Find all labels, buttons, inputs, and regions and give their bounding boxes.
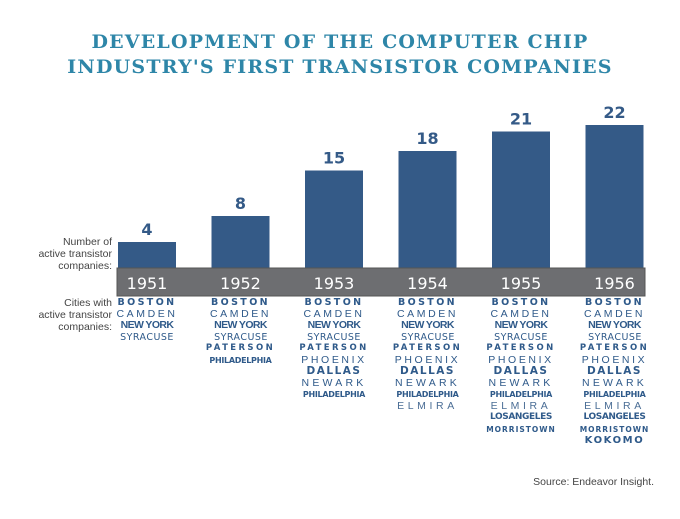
cities-column-1952: BOSTON CAMDEN NEW YORK SYRACUSE PATERSON PHIL… [191, 297, 291, 366]
year-band [116, 267, 646, 297]
city-new-york: NEW YORK [588, 319, 641, 331]
year-label-1952: 1952 [220, 274, 261, 293]
year-label-1956: 1956 [594, 274, 635, 293]
city-philadelphia: PHILADELPHIA [209, 355, 272, 365]
city-dallas: DALLAS [306, 365, 362, 377]
city-boston: BOSTON [397, 297, 458, 308]
count-axis-label-line-3: companies: [58, 260, 112, 272]
data-label-1951: 4 [141, 220, 152, 239]
city-losangeles: LOSANGELES [490, 412, 552, 422]
city-kokomo: KOKOMO [584, 435, 645, 446]
city-philadelphia: PHILADELPHIA [583, 390, 646, 399]
city-dallas: DALLAS [587, 365, 642, 377]
city-newark: NEWARK [582, 376, 647, 389]
city-philadelphia: PHILADELPHIA [489, 390, 553, 399]
city-phoenix: PHOENIX [301, 353, 367, 366]
city-camden: CAMDEN [116, 307, 178, 320]
bar-1951 [118, 242, 176, 268]
city-boston: BOSTON [584, 297, 645, 308]
city-paterson: PATERSON [299, 343, 369, 353]
city-camden: CAMDEN [396, 307, 459, 320]
data-label-1956: 22 [603, 103, 625, 122]
city-camden: CAMDEN [303, 307, 365, 320]
city-elmira: ELMIRA [490, 399, 552, 412]
cities-axis-label: Cities with active transistor companies: [30, 297, 112, 333]
bar-1956 [585, 125, 644, 268]
count-axis-label: Number of active transistor companies: [30, 236, 112, 272]
year-label-1955: 1955 [501, 274, 542, 293]
bar-1955 [492, 131, 550, 268]
city-paterson: PATERSON [579, 343, 650, 353]
cities-axis-label-line-2: active transistor [38, 309, 112, 321]
count-axis-label-line-1: Number of [62, 236, 112, 248]
city-syracuse: SYRACUSE [120, 331, 174, 343]
city-boston: BOSTON [117, 297, 177, 308]
count-axis-label-line-2: active transistor [38, 248, 112, 260]
city-paterson: PATERSON [205, 343, 276, 353]
city-elmira: ELMIRA [397, 399, 458, 412]
cities-column-1953: BOSTON CAMDEN NEW YORK SYRACUSE PATERSON PHOE… [284, 297, 384, 401]
chart-title-line-2: INDUSTRY'S FIRST TRANSISTOR COMPANIES [67, 56, 613, 78]
city-new-york: NEW YORK [307, 319, 361, 331]
bar-1953 [305, 170, 363, 268]
city-boston: BOSTON [491, 297, 551, 308]
city-syracuse: SYRACUSE [307, 331, 361, 343]
city-camden: CAMDEN [490, 307, 552, 320]
city-paterson: PATERSON [486, 343, 556, 353]
city-syracuse: SYRACUSE [494, 331, 548, 343]
cities-axis-label-line-1: Cities with [64, 297, 112, 309]
bar-1954 [398, 151, 457, 268]
city-philadelphia: PHILADELPHIA [302, 390, 366, 399]
city-dallas: DALLAS [400, 365, 455, 377]
cities-column-1956: BOSTON CAMDEN NEW YORK SYRACUSE PATERSON PHOE… [565, 297, 665, 447]
city-camden: CAMDEN [583, 307, 646, 320]
city-newark: NEWARK [301, 376, 367, 389]
city-new-york: NEW YORK [214, 319, 267, 331]
city-phoenix: PHOENIX [488, 353, 554, 366]
city-morristown: MORRISTOWN [579, 424, 650, 434]
city-newark: NEWARK [488, 376, 554, 389]
city-morristown: MORRISTOWN [486, 424, 556, 434]
year-label-1954: 1954 [407, 274, 448, 293]
city-paterson: PATERSON [392, 343, 463, 353]
city-new-york: NEW YORK [120, 319, 174, 331]
city-syracuse: SYRACUSE [400, 331, 455, 343]
cities-axis-label-line-3: companies: [58, 321, 112, 333]
city-phoenix: PHOENIX [394, 353, 461, 366]
chart-title: DEVELOPMENT OF THE COMPUTER CHIP INDUSTR… [0, 30, 680, 80]
city-syracuse: SYRACUSE [213, 331, 268, 343]
city-phoenix: PHOENIX [581, 353, 648, 366]
city-new-york: NEW YORK [401, 319, 454, 331]
source-note: Source: Endeavor Insight. [533, 476, 654, 488]
data-label-1955: 21 [510, 110, 532, 129]
city-boston: BOSTON [210, 297, 271, 308]
city-elmira: ELMIRA [584, 399, 645, 412]
city-syracuse: SYRACUSE [587, 331, 642, 343]
chart-title-line-1: DEVELOPMENT OF THE COMPUTER CHIP [91, 31, 589, 53]
cities-column-1954: BOSTON CAMDEN NEW YORK SYRACUSE PATERSON PHOE… [378, 297, 478, 412]
data-label-1954: 18 [416, 129, 438, 148]
city-boston: BOSTON [304, 297, 364, 308]
city-dallas: DALLAS [493, 365, 549, 377]
city-newark: NEWARK [395, 376, 460, 389]
year-label-1953: 1953 [314, 274, 355, 293]
cities-column-1951: BOSTON CAMDEN NEW YORK SYRACUSE [97, 297, 197, 343]
city-camden: CAMDEN [209, 307, 272, 320]
cities-column-1955: BOSTON CAMDEN NEW YORK SYRACUSE PATERSON PHOE… [471, 297, 571, 435]
city-philadelphia: PHILADELPHIA [396, 390, 459, 399]
bar-1952 [211, 216, 270, 268]
city-new-york: NEW YORK [494, 319, 548, 331]
year-label-1951: 1951 [127, 274, 168, 293]
city-losangeles: LOSANGELES [583, 412, 646, 422]
data-label-1953: 15 [323, 149, 345, 168]
data-label-1952: 8 [235, 194, 246, 213]
